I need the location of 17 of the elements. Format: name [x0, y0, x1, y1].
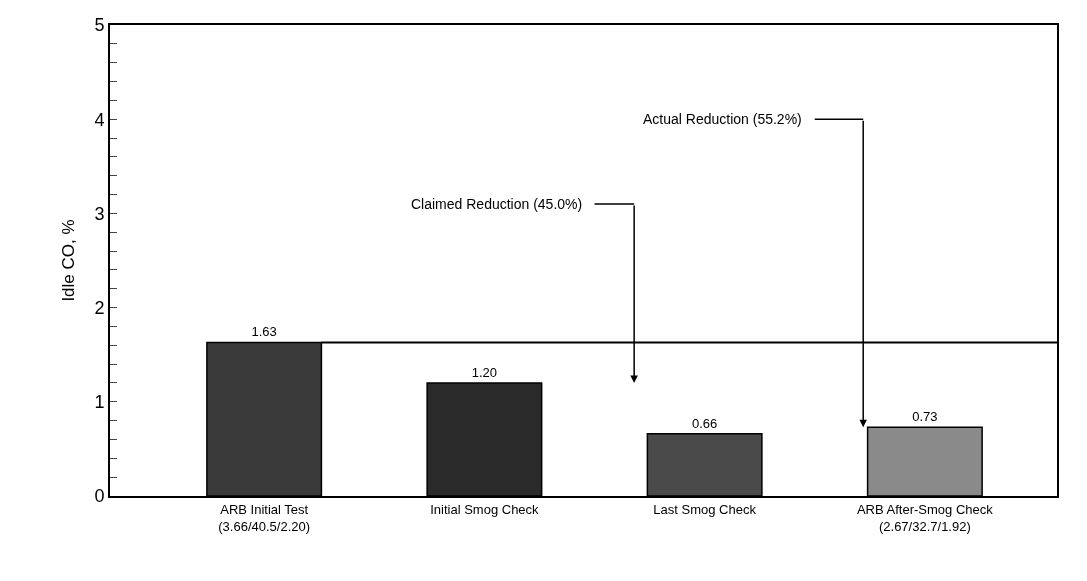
y-axis-title: Idle CO, % — [59, 219, 79, 302]
data-label: 1.63 — [251, 324, 277, 340]
y-tick-label: 3 — [94, 203, 105, 224]
y-tick-label: 2 — [94, 297, 105, 318]
y-tick-label: 5 — [94, 15, 105, 36]
data-label: 0.66 — [691, 415, 718, 431]
x-tick-label: ARB After-Smog Check (2.67/32.7/1.92) — [856, 501, 994, 534]
y-tick-label: 0 — [94, 486, 105, 507]
x-tick-label: Last Smog Check — [653, 501, 757, 517]
annotation: Claimed Reduction (45.0%) — [411, 196, 583, 212]
y-tick-label: 4 — [94, 109, 105, 130]
annotation: Actual Reduction (55.2%) — [643, 111, 802, 127]
y-tick-label: 1 — [94, 392, 105, 413]
data-label: 1.20 — [471, 364, 498, 380]
x-tick-label: Initial Smog Check — [430, 501, 540, 517]
x-tick-label: ARB Initial Test (3.66/40.5/2.20) — [218, 501, 311, 534]
data-label: 0.73 — [912, 409, 938, 425]
